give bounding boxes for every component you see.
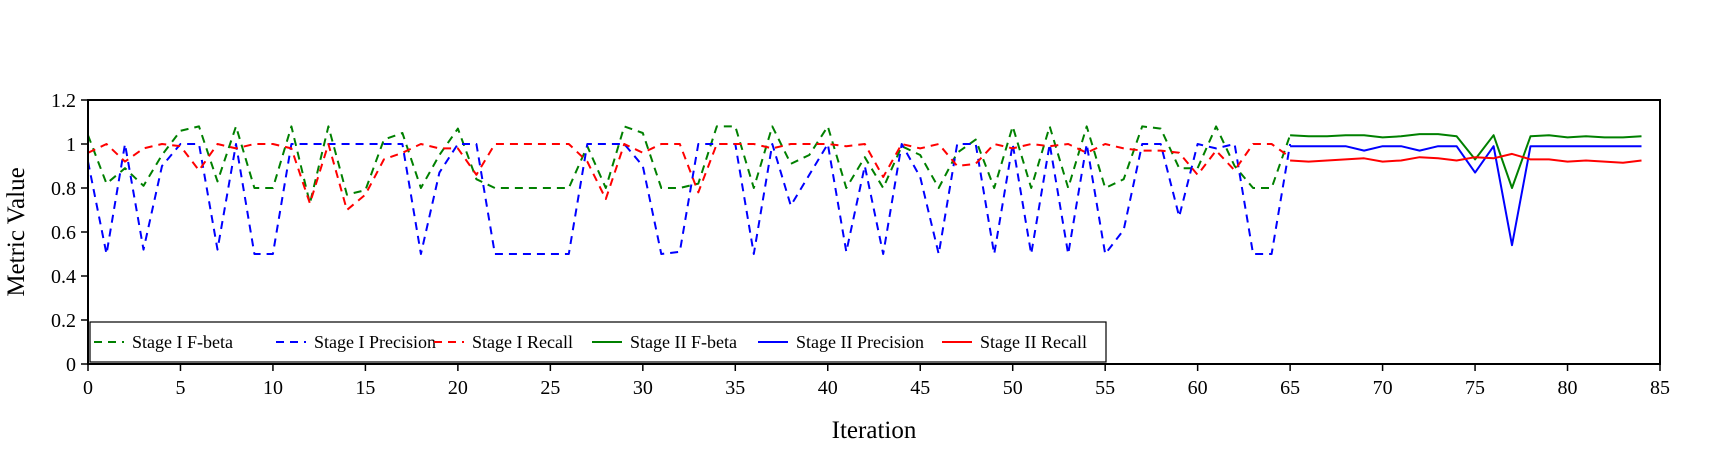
x-tick-label: 30 [633, 377, 653, 399]
legend: Stage I F-beta Stage I Precision Stage I R… [89, 321, 1107, 363]
x-tick-label: 50 [1003, 377, 1023, 399]
x-tick-label: 5 [175, 377, 185, 399]
x-tick-label: 40 [818, 377, 838, 399]
y-tick-label: 0.8 [51, 178, 76, 200]
y-tick-label: 1 [66, 134, 76, 156]
x-tick-label: 70 [1373, 377, 1393, 399]
x-tick-label: 20 [448, 377, 468, 399]
x-tick-label: 85 [1650, 377, 1670, 399]
x-tick-label: 60 [1188, 377, 1208, 399]
x-axis-title: Iteration [832, 417, 917, 444]
x-tick-label: 45 [910, 377, 930, 399]
x-tick-label: 35 [725, 377, 745, 399]
x-tick-label: 0 [83, 377, 93, 399]
x-tick-label: 10 [263, 377, 283, 399]
x-tick-label: 80 [1558, 377, 1578, 399]
x-tick-label: 25 [540, 377, 560, 399]
y-axis: 0 0.2 0.4 0.6 0.8 1 1.2 [51, 90, 88, 376]
plot-lines [87, 125, 1642, 255]
y-tick-label: 0 [66, 354, 76, 376]
y-tick-label: 0.4 [51, 266, 76, 288]
y-tick-label: 1.2 [51, 90, 76, 112]
x-tick-label: 75 [1465, 377, 1485, 399]
legend-label-stage-i-recall: Stage I Recall [472, 332, 573, 352]
legend-label-stage-ii-f-beta: Stage II F-beta [630, 332, 737, 352]
legend-label-stage-ii-recall: Stage II Recall [980, 332, 1087, 352]
series-line-stage-i-f-beta [87, 125, 1292, 205]
legend-label-stage-i-f-beta: Stage I F-beta [132, 332, 233, 352]
series-line-stage-ii-f-beta [1290, 133, 1642, 189]
x-tick-label: 15 [355, 377, 375, 399]
legend-label-stage-ii-precision: Stage II Precision [796, 332, 924, 352]
y-tick-label: 0.6 [51, 222, 76, 244]
series-line-stage-ii-recall [1290, 152, 1642, 164]
x-tick-label: 65 [1280, 377, 1300, 399]
y-axis-title: Metric Value [3, 167, 30, 296]
legend-label-stage-i-precision: Stage I Precision [314, 332, 436, 352]
y-tick-label: 0.2 [51, 310, 76, 332]
x-axis: 0 5 10 15 20 25 30 35 40 45 50 55 60 65 70 75 80 85 [83, 364, 1670, 399]
series-line-stage-i-recall [87, 143, 1291, 211]
x-tick-label: 55 [1095, 377, 1115, 399]
series-line-stage-i-precision [87, 143, 1292, 255]
